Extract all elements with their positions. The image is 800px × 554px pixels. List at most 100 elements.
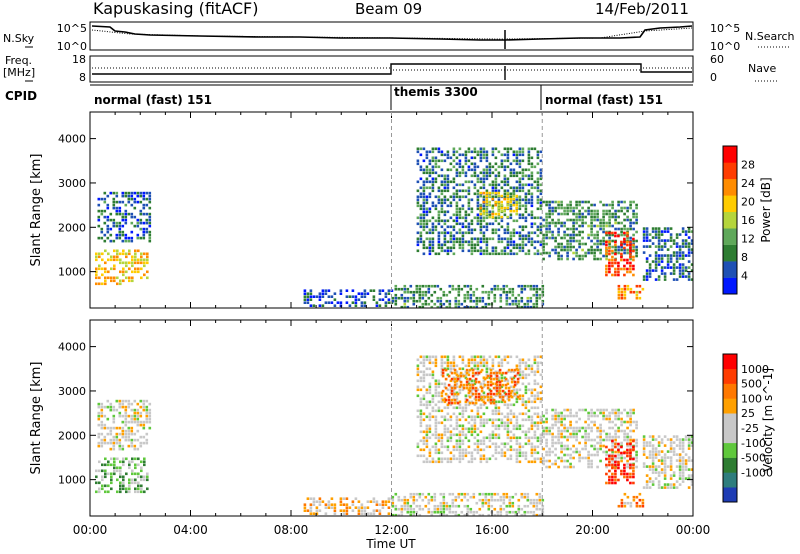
velocity-cell — [632, 445, 635, 449]
velocity-cell — [116, 478, 119, 482]
velocity-cell — [587, 417, 590, 421]
velocity-cell — [391, 498, 395, 502]
power-cell — [470, 252, 474, 256]
power-cell — [121, 191, 125, 195]
velocity-cell — [449, 364, 453, 368]
velocity-cell — [133, 432, 137, 436]
velocity-cell — [539, 361, 543, 365]
power-cell — [464, 195, 468, 199]
velocity-cell — [419, 361, 423, 365]
power-cell — [130, 236, 134, 240]
velocity-cell — [422, 370, 426, 374]
power-cell — [419, 237, 423, 241]
power-cell — [663, 272, 667, 275]
power-cell — [521, 147, 525, 151]
velocity-cell — [394, 504, 398, 508]
velocity-cell — [446, 436, 450, 440]
beam-label: Beam 09 — [355, 0, 422, 18]
velocity-cell — [455, 448, 459, 452]
power-cell — [654, 233, 658, 236]
velocity-cell — [422, 379, 426, 383]
power-cell — [506, 252, 510, 256]
power-cell — [452, 159, 456, 163]
velocity-cell — [467, 439, 471, 443]
velocity-cell — [124, 405, 128, 409]
power-cell — [554, 221, 557, 225]
velocity-cell — [505, 513, 509, 517]
velocity-cell — [678, 459, 682, 462]
nsearch-tick-top: 10^5 — [710, 22, 740, 35]
velocity-cell — [498, 380, 502, 384]
velocity-cell — [641, 498, 645, 502]
velocity-y-label: Slant Range [km] — [29, 362, 44, 475]
power-cell — [681, 269, 685, 272]
power-cell — [554, 251, 557, 255]
velocity-cell — [139, 405, 143, 409]
velocity-cell — [134, 463, 137, 467]
velocity-cell — [110, 487, 113, 491]
velocity-cell — [551, 426, 554, 430]
velocity-cell — [456, 374, 460, 378]
power-cell — [518, 225, 522, 229]
velocity-cell — [403, 498, 407, 502]
velocity-cell — [142, 420, 146, 424]
velocity-cell — [541, 507, 545, 511]
power-cell — [106, 227, 110, 231]
velocity-cell — [437, 451, 441, 455]
velocity-cell — [542, 414, 545, 418]
velocity-cell — [533, 382, 537, 386]
velocity-cell — [560, 459, 563, 463]
velocity-cell — [461, 439, 465, 443]
velocity-cell — [133, 408, 137, 412]
power-cell — [632, 237, 635, 241]
power-cell — [541, 293, 545, 297]
velocity-cell — [142, 405, 146, 409]
velocity-cell — [530, 460, 534, 464]
velocity-cell — [357, 500, 361, 503]
power-cell — [425, 156, 429, 160]
power-cell — [121, 233, 125, 237]
power-cell — [430, 299, 434, 303]
power-cell — [512, 246, 516, 250]
velocity-cell — [440, 400, 444, 404]
power-cell — [608, 233, 611, 237]
velocity-cell — [309, 509, 313, 512]
velocity-cell — [451, 504, 455, 508]
power-cell — [451, 287, 455, 291]
power-cell — [515, 156, 519, 160]
power-cell — [548, 227, 551, 231]
velocity-cell — [512, 424, 516, 428]
power-cell — [620, 243, 623, 247]
power-cell — [629, 243, 632, 247]
velocity-cell — [477, 398, 481, 402]
velocity-cell — [539, 418, 543, 422]
cpid-strip: CPID normal (fast) 151 themis 3300 norma… — [5, 84, 693, 110]
velocity-cell — [482, 442, 486, 446]
power-cell — [490, 287, 494, 291]
velocity-cell — [506, 418, 510, 422]
power-cell — [497, 165, 501, 169]
velocity-cell — [482, 355, 486, 359]
velocity-cell — [494, 442, 498, 446]
power-cell — [596, 230, 599, 234]
power-cell — [434, 177, 438, 181]
power-cell — [524, 234, 528, 238]
power-cell — [569, 218, 572, 222]
power-cell — [512, 194, 515, 198]
power-cell — [678, 272, 682, 275]
velocity-cell — [467, 391, 471, 395]
velocity-cell — [450, 401, 454, 405]
velocity-cell — [137, 481, 140, 485]
velocity-cell — [681, 468, 685, 471]
power-cell — [539, 198, 543, 202]
power-cell — [608, 261, 611, 265]
velocity-cell — [470, 460, 474, 464]
velocity-cell — [560, 447, 563, 451]
velocity-cell — [452, 406, 456, 410]
velocity-cell — [431, 355, 435, 359]
velocity-cell — [440, 382, 444, 386]
velocity-cell — [536, 427, 540, 431]
power-cell — [446, 198, 450, 202]
velocity-cell — [127, 420, 131, 424]
power-cell — [449, 162, 453, 166]
